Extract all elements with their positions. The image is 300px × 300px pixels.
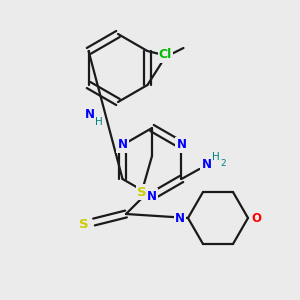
Text: N: N [85, 109, 94, 122]
Text: Cl: Cl [159, 49, 172, 62]
Text: H: H [212, 152, 219, 162]
Text: O: O [251, 212, 261, 224]
Text: N: N [176, 139, 186, 152]
Text: N: N [118, 139, 128, 152]
Text: S: S [137, 185, 147, 199]
Text: S: S [79, 218, 89, 232]
Text: H: H [95, 117, 102, 127]
Text: N: N [201, 158, 212, 170]
Text: N: N [147, 190, 157, 202]
Text: 2: 2 [220, 160, 226, 169]
Text: N: N [175, 212, 185, 224]
